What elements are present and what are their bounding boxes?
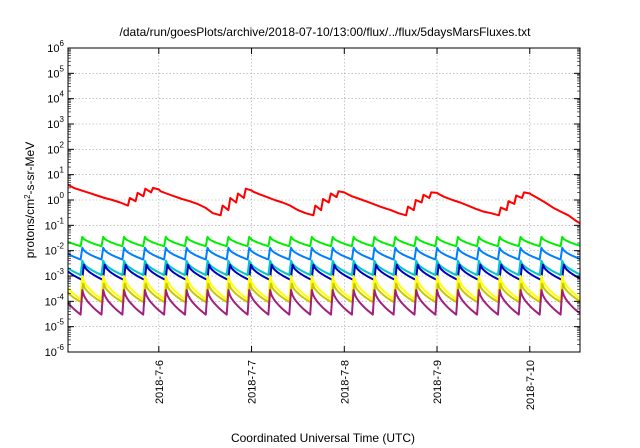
y-tick-label-base: 10 bbox=[45, 271, 57, 283]
y-axis-label-post: -s-sr-MeV bbox=[23, 142, 37, 195]
y-tick-label: 10-6 bbox=[45, 343, 65, 359]
series-line bbox=[67, 183, 581, 225]
y-tick-label-base: 10 bbox=[45, 246, 57, 258]
y-tick-label: 105 bbox=[47, 64, 64, 80]
y-tick-label: 101 bbox=[47, 166, 64, 182]
y-tick-label: 10-5 bbox=[45, 318, 65, 334]
chart-title: /data/run/goesPlots/archive/2018-07-10/1… bbox=[120, 25, 532, 39]
y-tick-label-exponent: -3 bbox=[57, 267, 65, 276]
y-tick-label-base: 10 bbox=[45, 296, 57, 308]
y-tick-label: 103 bbox=[47, 115, 64, 131]
x-tick-label: 2018-7-8 bbox=[339, 360, 351, 404]
series-line bbox=[67, 282, 581, 304]
x-tick-label: 2018-7-10 bbox=[525, 360, 537, 410]
y-tick-label-exponent: 3 bbox=[60, 115, 65, 124]
y-tick-label-base: 10 bbox=[45, 322, 57, 334]
y-tick-label-exponent: 0 bbox=[60, 191, 65, 200]
y-tick-label-exponent: 4 bbox=[60, 90, 65, 99]
y-tick-label-base: 10 bbox=[47, 195, 59, 207]
series-line bbox=[67, 259, 581, 276]
y-tick-label-exponent: -5 bbox=[57, 318, 65, 327]
y-tick-label-exponent: 2 bbox=[60, 140, 65, 149]
series-line bbox=[67, 263, 581, 281]
y-tick-label-exponent: -2 bbox=[57, 242, 65, 251]
y-tick-label-exponent: 5 bbox=[60, 64, 65, 73]
y-tick-label-base: 10 bbox=[47, 144, 59, 156]
y-tick-label: 102 bbox=[47, 140, 64, 156]
y-tick-label: 10-2 bbox=[45, 242, 65, 258]
y-tick-label-exponent: -6 bbox=[57, 343, 65, 352]
x-axis-label: Coordinated Universal Time (UTC) bbox=[231, 431, 415, 445]
y-tick-label: 100 bbox=[47, 191, 64, 207]
y-tick-label: 104 bbox=[47, 90, 64, 106]
y-tick-label: 10-3 bbox=[45, 267, 65, 283]
x-tick-label: 2018-7-6 bbox=[154, 360, 166, 404]
series-group bbox=[67, 183, 581, 316]
y-axis-label-pre: protons/cm bbox=[23, 199, 37, 258]
y-tick-label-base: 10 bbox=[47, 170, 59, 182]
x-tick-label: 2018-7-7 bbox=[247, 360, 259, 404]
y-axis-label: protons/cm2-s-sr-MeV bbox=[23, 142, 38, 258]
y-tick-label-base: 10 bbox=[47, 119, 59, 131]
y-tick-label-exponent: -4 bbox=[57, 292, 65, 301]
y-tick-label: 106 bbox=[47, 39, 64, 55]
y-axis-label-sup: 2 bbox=[23, 194, 32, 199]
y-tick-label-base: 10 bbox=[45, 347, 57, 359]
y-tick-label-exponent: -1 bbox=[57, 216, 65, 225]
y-tick-label-base: 10 bbox=[47, 43, 59, 55]
y-tick-label-exponent: 6 bbox=[60, 39, 65, 48]
y-tick-label-base: 10 bbox=[47, 94, 59, 106]
axes: 10-610-510-410-310-210-11001011021031041… bbox=[45, 39, 581, 410]
series-line bbox=[67, 289, 581, 316]
series-line bbox=[67, 235, 581, 248]
series-line bbox=[67, 246, 581, 261]
plot-border bbox=[67, 47, 581, 353]
x-tick-label: 2018-7-9 bbox=[432, 360, 444, 404]
y-tick-label-base: 10 bbox=[45, 220, 57, 232]
y-tick-label-exponent: 1 bbox=[60, 166, 65, 175]
y-tick-label-base: 10 bbox=[47, 68, 59, 80]
series-line bbox=[67, 275, 581, 301]
y-tick-label: 10-1 bbox=[45, 216, 65, 232]
y-tick-label: 10-4 bbox=[45, 292, 65, 308]
